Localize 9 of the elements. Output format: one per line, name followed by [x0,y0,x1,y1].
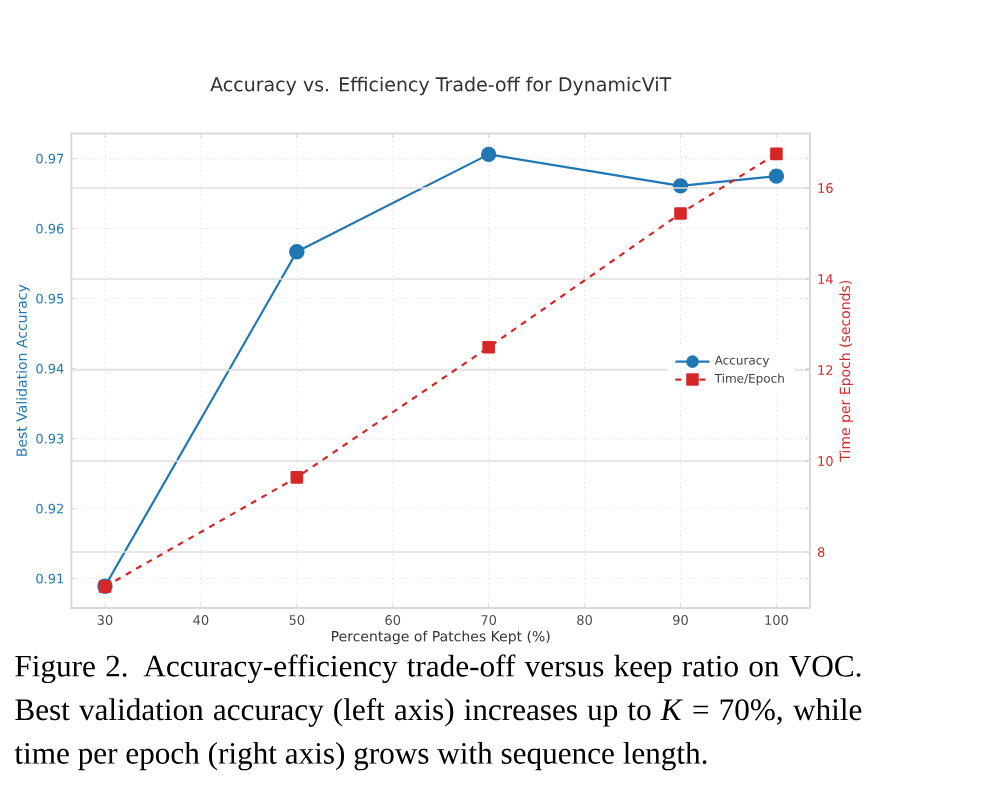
point [674,207,687,220]
point [770,147,783,161]
point [768,168,785,184]
point [482,340,495,354]
chart-title: Accuracy vs. Efficiency Trade-off for DynamicViT [210,76,672,96]
caption: Figure 2. Accuracy-efficiency trade-off versus keep ratio on VOC. Best validation accuracy (left axis) increases up to K = 70%, while time per epoch (right axis) grows with sequence length. [14,654,862,771]
point [289,243,305,260]
point [290,471,304,484]
point [480,146,497,163]
